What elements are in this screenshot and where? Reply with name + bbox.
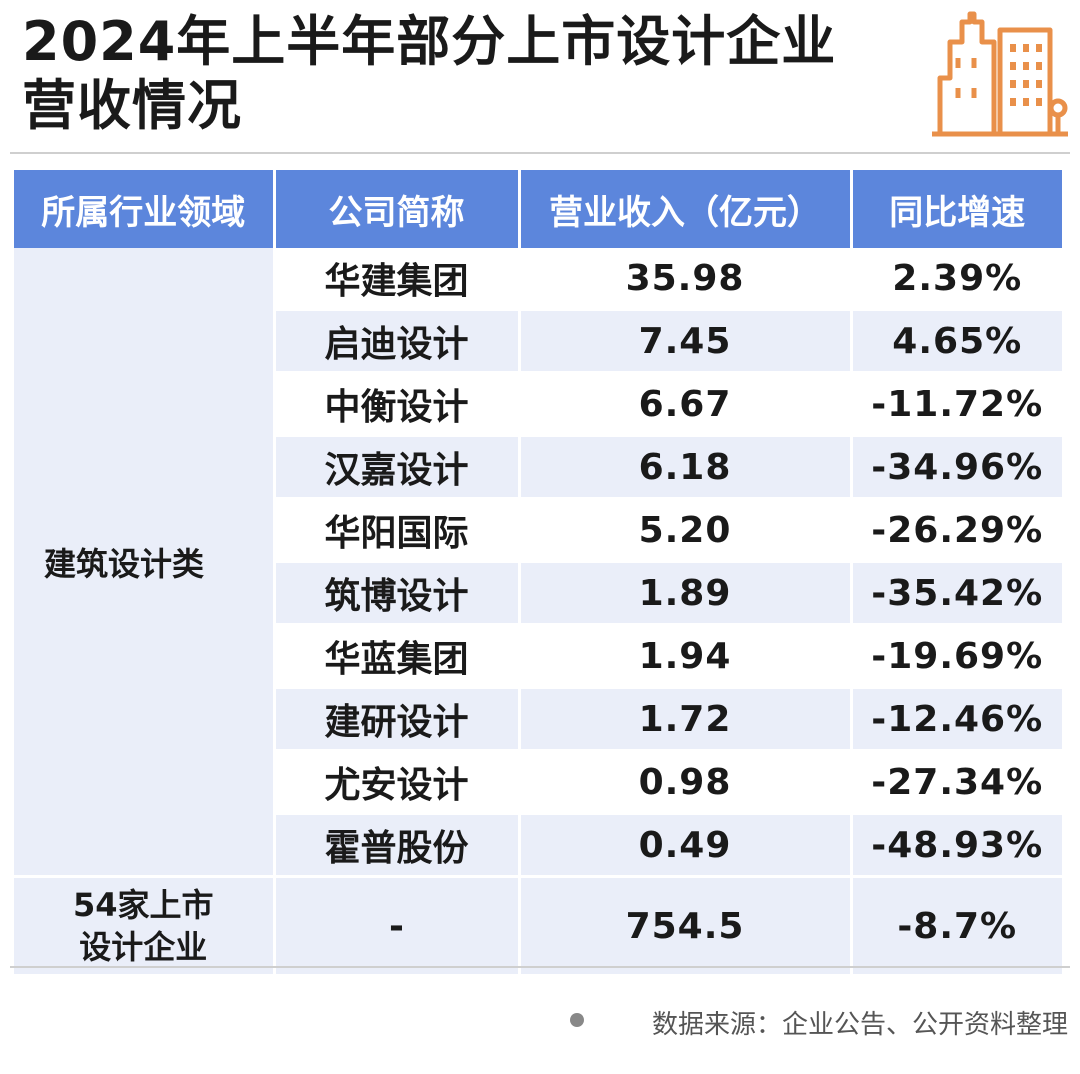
total-company: - <box>274 876 521 977</box>
revenue-value: 6.67 <box>519 372 853 437</box>
revenue-value: 1.94 <box>519 624 853 689</box>
bottom-divider <box>10 966 1070 968</box>
table-row: 中衡设计 6.67 -11.72% <box>14 372 1062 437</box>
total-label-line-1: 54家上市 <box>72 886 214 924</box>
table-row: 建研设计 1.72 -12.46% <box>14 687 1062 752</box>
company-name: 霍普股份 <box>274 813 521 878</box>
page-title: 2024年上半年部分上市设计企业 营收情况 <box>22 10 922 138</box>
total-revenue: 754.5 <box>519 876 853 977</box>
company-name: 汉嘉设计 <box>274 435 521 500</box>
data-source-note: 数据来源：企业公告、公开资料整理 <box>651 1010 1068 1040</box>
title-line-2: 营收情况 <box>22 74 242 137</box>
growth-value: -19.69% <box>851 624 1062 689</box>
revenue-value: 7.45 <box>519 309 853 374</box>
table-row: 华蓝集团 1.94 -19.69% <box>14 624 1062 689</box>
company-name: 华蓝集团 <box>274 624 521 689</box>
title-divider <box>10 152 1070 154</box>
company-name: 启迪设计 <box>274 309 521 374</box>
company-name: 华建集团 <box>274 248 521 311</box>
total-label-line-2: 设计企业 <box>79 928 208 966</box>
total-growth: -8.7% <box>851 876 1062 977</box>
growth-value: -26.29% <box>851 498 1062 563</box>
revenue-value: 35.98 <box>519 248 853 311</box>
revenue-value: 1.72 <box>519 687 853 752</box>
company-name: 华阳国际 <box>274 498 521 563</box>
growth-value: -27.34% <box>851 750 1062 815</box>
growth-value: -12.46% <box>851 687 1062 752</box>
total-label: 54家上市 设计企业 <box>14 876 276 977</box>
table-row: 华阳国际 5.20 -26.29% <box>14 498 1062 563</box>
table-row: 建筑设计类 华建集团 35.98 2.39% <box>14 248 1062 878</box>
revenue-table: 所属行业领域 公司简称 营业收入（亿元） 同比增速 建筑设计类 华建集团 35.… <box>14 170 1062 977</box>
growth-value: -48.93% <box>851 813 1062 878</box>
table-row: 启迪设计 7.45 4.65% <box>14 309 1062 374</box>
revenue-value: 0.98 <box>519 750 853 815</box>
header-growth: 同比增速 <box>851 170 1062 248</box>
revenue-value: 1.89 <box>519 561 853 626</box>
company-name: 尤安设计 <box>274 750 521 815</box>
company-name: 建研设计 <box>274 687 521 752</box>
growth-value: -35.42% <box>851 561 1062 626</box>
table-row: 霍普股份 0.49 -48.93% <box>14 813 1062 878</box>
header-revenue: 营业收入（亿元） <box>519 170 853 248</box>
growth-value: -11.72% <box>851 372 1062 437</box>
revenue-value: 6.18 <box>519 435 853 500</box>
company-name: 中衡设计 <box>274 372 521 437</box>
city-buildings-icon <box>932 11 1068 137</box>
growth-value: 2.39% <box>851 248 1062 311</box>
header-industry: 所属行业领域 <box>14 170 276 248</box>
revenue-value: 5.20 <box>519 498 853 563</box>
table-header-row: 所属行业领域 公司简称 营业收入（亿元） 同比增速 <box>14 170 1062 248</box>
table-row: 尤安设计 0.98 -27.34% <box>14 750 1062 815</box>
bullet-dot-icon <box>570 1013 584 1027</box>
table-row: 筑博设计 1.89 -35.42% <box>14 561 1062 626</box>
growth-value: -34.96% <box>851 435 1062 500</box>
growth-value: 4.65% <box>851 309 1062 374</box>
industry-category: 建筑设计类 <box>14 248 276 878</box>
revenue-value: 0.49 <box>519 813 853 878</box>
header-company: 公司简称 <box>274 170 521 248</box>
title-line-1: 2024年上半年部分上市设计企业 <box>22 10 837 73</box>
company-name: 筑博设计 <box>274 561 521 626</box>
table-row: 汉嘉设计 6.18 -34.96% <box>14 435 1062 500</box>
total-row: 54家上市 设计企业 - 754.5 -8.7% <box>14 876 1062 977</box>
